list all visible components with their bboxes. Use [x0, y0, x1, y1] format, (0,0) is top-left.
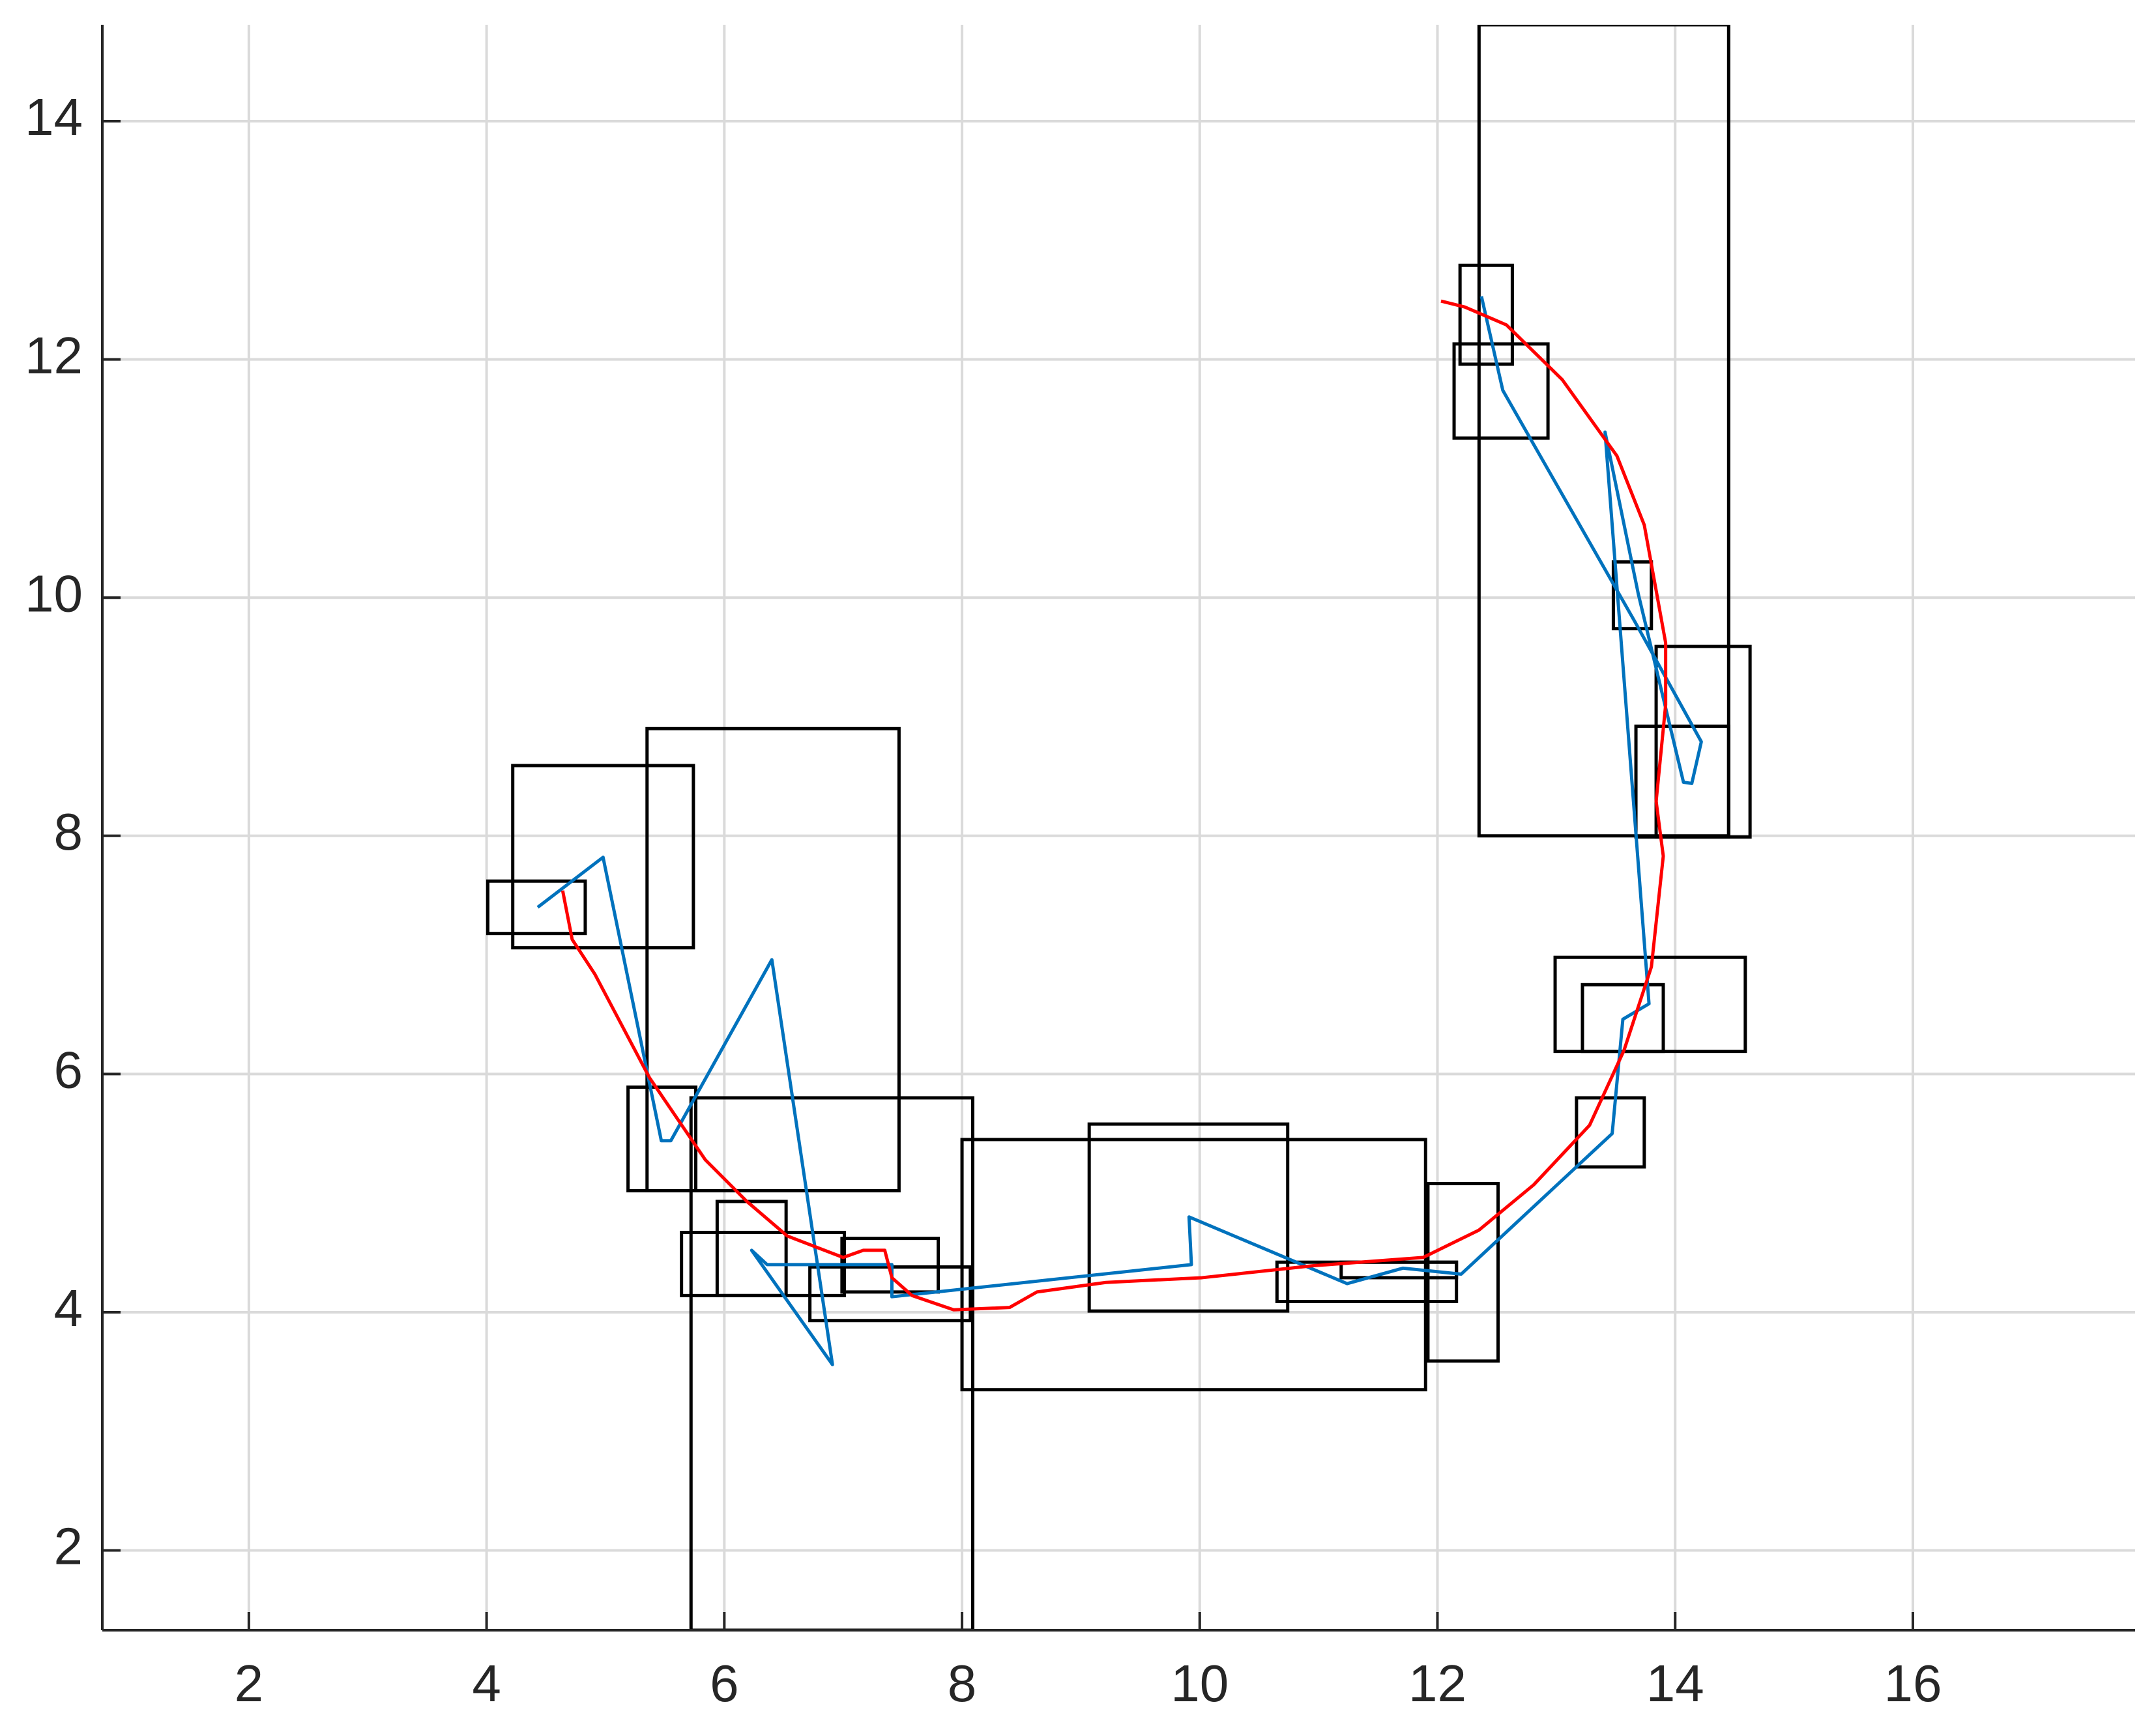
- y-tick-label: 6: [54, 1041, 83, 1099]
- x-tick-label: 6: [710, 1654, 739, 1712]
- rectangle: [626, 1085, 698, 1193]
- rectangle: [1452, 342, 1550, 440]
- grid: [102, 25, 2135, 1630]
- line-series: [561, 299, 1668, 1312]
- rectangle: [1087, 1122, 1290, 1313]
- rectangle: [1575, 1096, 1646, 1169]
- x-tick-label: 4: [472, 1654, 501, 1712]
- plot-area: [486, 25, 1752, 1630]
- y-tick-label: 2: [54, 1517, 83, 1575]
- y-tick-label: 14: [25, 88, 83, 146]
- rectangle: [1634, 725, 1730, 839]
- x-tick-label: 14: [1646, 1654, 1704, 1712]
- rectangle: [715, 1200, 788, 1297]
- x-tick-label: 12: [1408, 1654, 1466, 1712]
- rectangle: [645, 726, 901, 1193]
- rectangle: [511, 764, 695, 950]
- rectangle: [1458, 263, 1514, 366]
- y-tick-label: 4: [54, 1279, 83, 1337]
- y-tick-label: 8: [54, 803, 83, 861]
- line-series: [536, 296, 1703, 1366]
- axes: 2 4 6 8 10 12 14 16 2 4 6 8 10 12 14: [25, 25, 2135, 1712]
- rectangle: [960, 1138, 1427, 1392]
- y-tick-label: 10: [25, 564, 83, 622]
- x-tick-label: 8: [948, 1654, 977, 1712]
- rectangle: [1477, 25, 1730, 838]
- rectangle: [486, 879, 587, 936]
- rectangle: [689, 1096, 974, 1630]
- y-tick-label: 12: [25, 326, 83, 384]
- x-tick-label: 10: [1171, 1654, 1229, 1712]
- rectangle: [1339, 1260, 1459, 1280]
- x-tick-label: 2: [235, 1654, 264, 1712]
- x-tick-label: 16: [1884, 1654, 1942, 1712]
- rectangle: [1654, 644, 1752, 839]
